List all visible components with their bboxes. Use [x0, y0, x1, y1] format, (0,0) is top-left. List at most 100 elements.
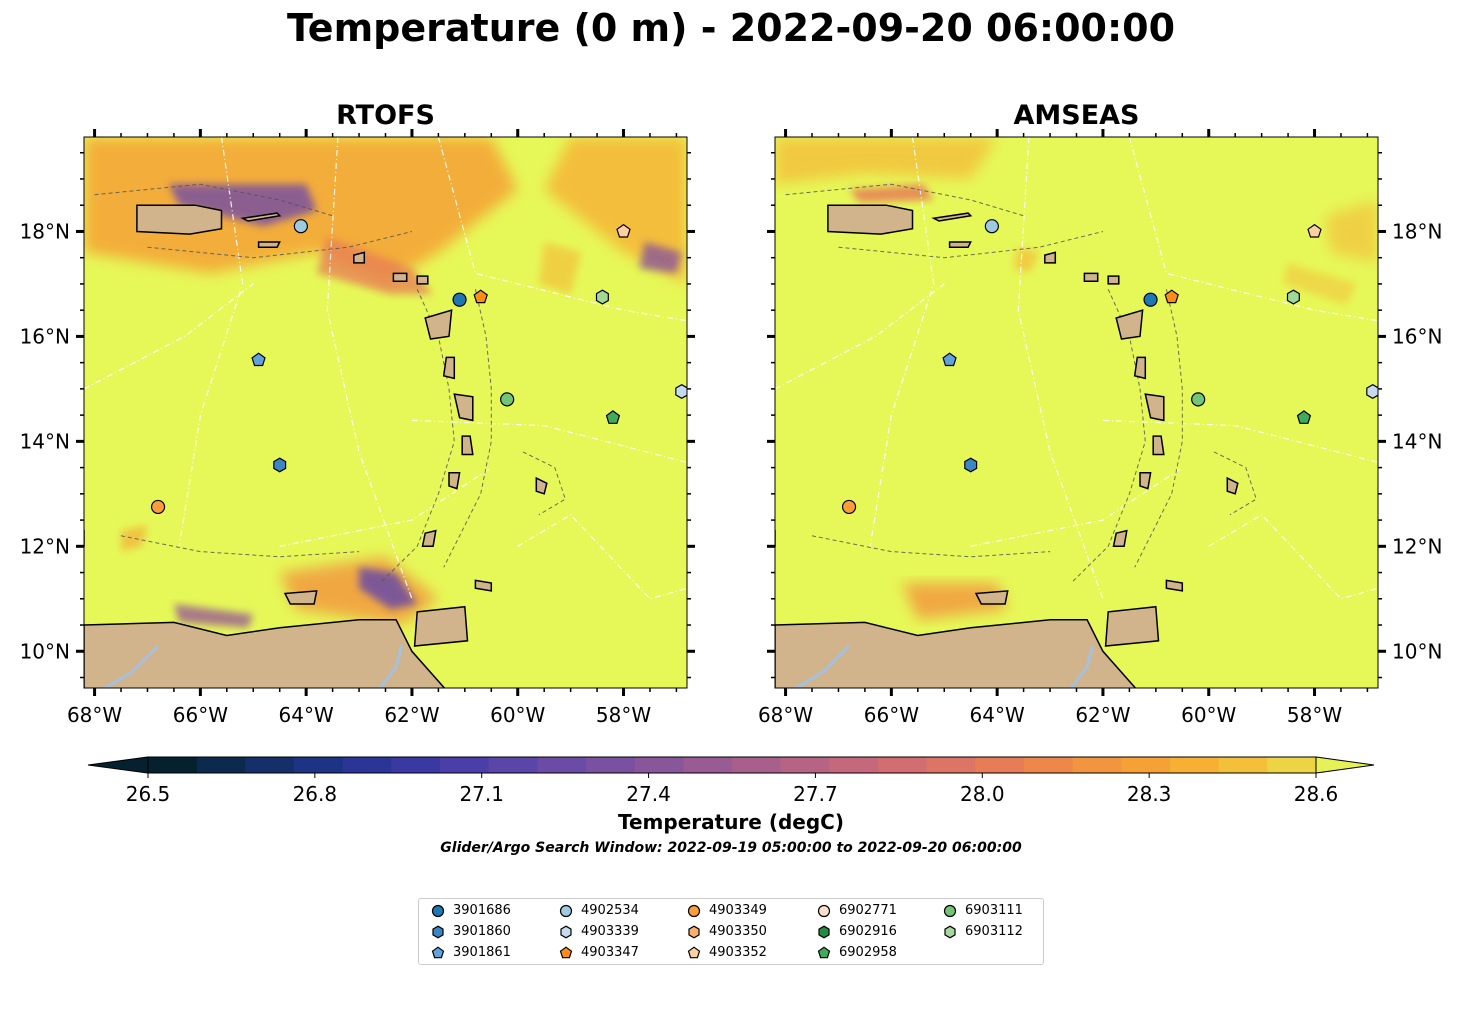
- colorbar-bin: [294, 757, 344, 773]
- island-land: [84, 529, 85, 548]
- lat-tick-label: 10°N: [20, 639, 70, 663]
- lon-tick-label: 66°W: [173, 703, 228, 727]
- search-window-note: Glider/Argo Search Window: 2022-09-19 05…: [440, 840, 1022, 856]
- lat-tick-label: 12°N: [1392, 534, 1442, 558]
- colorbar: 26.5 26.8 27.1 27.4 27.7 28.0 28.3 28.6: [87, 756, 1375, 806]
- colorbar-bin: [1024, 757, 1074, 773]
- legend-label: 4903352: [709, 945, 767, 960]
- puerto-rico-land: [136, 204, 223, 235]
- legend-label: 6902771: [839, 903, 897, 918]
- eez-boundary: [437, 137, 687, 322]
- colorbar-bin: [878, 757, 928, 773]
- legend-marker-shape: [431, 945, 445, 958]
- island-land: [442, 356, 456, 380]
- island-land: [1144, 393, 1165, 422]
- island-land: [421, 529, 437, 548]
- platform-4903339: [1366, 384, 1378, 399]
- legend-marker: [688, 925, 700, 938]
- colorbar-tick-label: 27.7: [793, 782, 838, 806]
- colorbar-bin: [488, 757, 538, 773]
- temperature-patch: [639, 242, 682, 274]
- island-land: [974, 590, 1009, 605]
- legend-marker-shape: [431, 904, 445, 917]
- legend-label: 4903350: [709, 924, 767, 939]
- colorbar-bin: [586, 757, 636, 773]
- temperature-patch: [1013, 247, 1040, 274]
- legend-item-6903112: 6903112: [943, 922, 1023, 942]
- platform-4903352: [616, 223, 631, 238]
- amseas-map: 68°W 66°W 64°W 62°W 60°W 58°W 18°N 16°N 14°N 12°N…: [733, 129, 1442, 727]
- lat-tick-label: 18°N: [20, 219, 70, 243]
- colorbar-tick-label: 26.5: [126, 782, 171, 806]
- temperature-patch: [121, 525, 148, 552]
- south-america-land: [84, 619, 446, 688]
- platform-3901861: [251, 352, 266, 367]
- colorbar-bin: [1218, 757, 1268, 773]
- legend-marker-shape: [817, 945, 831, 958]
- island-land: [1139, 472, 1152, 490]
- island-land: [257, 241, 281, 248]
- eez-boundary: [970, 467, 1183, 547]
- trinidad-land: [413, 605, 469, 647]
- island-land: [775, 529, 776, 548]
- temperature-patch: [1282, 262, 1357, 305]
- lon-tick-label: 64°W: [970, 703, 1025, 727]
- colorbar-tick-label: 27.4: [626, 782, 671, 806]
- lat-tick-label: 14°N: [1392, 429, 1442, 453]
- bathymetry-contour: [522, 451, 566, 516]
- legend-marker-shape: [559, 945, 573, 958]
- legend-label: 6902916: [839, 924, 897, 939]
- legend-marker: [687, 945, 701, 958]
- island-land: [461, 435, 474, 456]
- figure-title: Temperature (0 m) - 2022-09-20 06:00:00: [286, 6, 1176, 50]
- bathymetry-contour: [811, 535, 1051, 558]
- platform-4903352: [1307, 223, 1322, 238]
- legend-item-6902916: 6902916: [817, 922, 897, 942]
- island-land: [424, 309, 453, 340]
- legend-marker-shape: [818, 925, 830, 938]
- platform-4903347: [1164, 289, 1179, 304]
- legend-marker: [431, 904, 445, 917]
- panel-title-rtofs: RTOFS: [336, 100, 435, 131]
- colorbar-bin: [975, 757, 1025, 773]
- colorbar-bin: [926, 757, 976, 773]
- temperature-patch: [538, 242, 582, 295]
- colorbar-bin: [1072, 757, 1122, 773]
- island-land: [948, 241, 972, 248]
- island-land: [931, 212, 973, 222]
- lat-tick-label: 14°N: [20, 429, 70, 453]
- legend-marker-shape: [559, 904, 573, 917]
- legend-label: 3901861: [453, 945, 511, 960]
- colorbar-bin: [732, 757, 782, 773]
- colorbar-bin: [391, 757, 441, 773]
- platform-legend: 3901686 3901860 3901861 4902534 4903339 49033…: [418, 898, 1044, 965]
- colorbar-bin: [683, 757, 733, 773]
- eez-boundary: [1128, 137, 1378, 322]
- island-land: [474, 579, 493, 592]
- lon-tick-label: 60°W: [1181, 703, 1236, 727]
- colorbar-bin: [440, 757, 490, 773]
- bathymetry-contour: [443, 289, 492, 568]
- colorbar-bin: [634, 757, 684, 773]
- lat-tick-label: 18°N: [1392, 219, 1442, 243]
- eez-boundary: [1208, 514, 1378, 600]
- eez-boundary: [1102, 419, 1378, 463]
- island-land: [283, 590, 318, 605]
- legend-marker-shape: [560, 925, 572, 938]
- lat-tick-label: 12°N: [20, 534, 70, 558]
- eez-boundary: [869, 137, 935, 547]
- platform-4903349: [841, 499, 857, 515]
- legend-marker-shape: [943, 904, 957, 917]
- legend-item-3901686: 3901686: [431, 901, 511, 921]
- colorbar-bin: [537, 757, 587, 773]
- platform-4902534: [984, 219, 999, 234]
- legend-marker-shape: [687, 945, 701, 958]
- island-land: [733, 531, 746, 544]
- legend-label: 6902958: [839, 945, 897, 960]
- colorbar-tick-label: 28.6: [1294, 782, 1339, 806]
- island-land: [1133, 356, 1147, 380]
- platform-3901860: [273, 457, 287, 473]
- colorbar-bin: [1121, 757, 1171, 773]
- island-land: [1165, 579, 1184, 592]
